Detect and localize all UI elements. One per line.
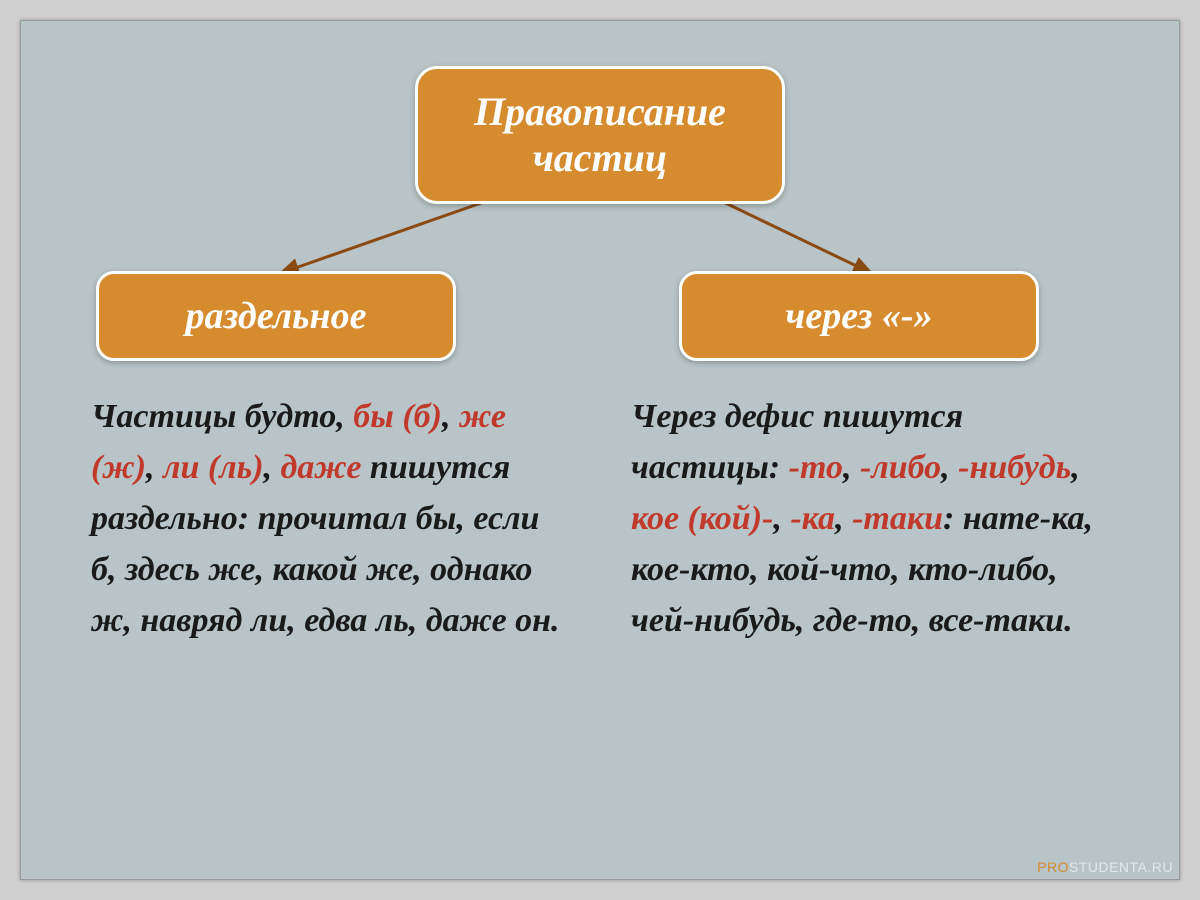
branch-left-box: раздельное xyxy=(96,271,456,361)
sep: , xyxy=(835,500,852,537)
watermark-pre: PRO xyxy=(1037,859,1069,875)
sep: , xyxy=(146,449,163,486)
right-particle-1: -то xyxy=(789,449,843,486)
right-particle-2: -либо xyxy=(860,449,941,486)
right-particle-6: -таки xyxy=(852,500,943,537)
sep: , xyxy=(264,449,281,486)
right-particle-4: кое (кой)- xyxy=(631,500,773,537)
left-particle-1: бы (б) xyxy=(353,398,442,435)
sep: , xyxy=(941,449,958,486)
branch-left-label: раздельное xyxy=(186,295,367,337)
slide-canvas: Правописание частиц раздельное через «-»… xyxy=(20,20,1180,880)
branch-right-box: через «-» xyxy=(679,271,1039,361)
right-particle-5: -ка xyxy=(790,500,835,537)
sep: , xyxy=(843,449,860,486)
watermark-post: STUDENTA.RU xyxy=(1069,859,1173,875)
sep: , xyxy=(773,500,790,537)
title-text: Правописание частиц xyxy=(474,89,726,180)
right-body-text: Через дефис пишутся частицы: -то, -либо,… xyxy=(631,391,1111,646)
left-particle-4: даже xyxy=(281,449,362,486)
sep: , xyxy=(1071,449,1080,486)
watermark: PROSTUDENTA.RU xyxy=(1037,859,1173,875)
title-box: Правописание частиц xyxy=(415,66,785,204)
left-body-text: Частицы будто, бы (б), же (ж), ли (ль), … xyxy=(91,391,571,646)
left-lead: Частицы будто, xyxy=(91,398,353,435)
left-particle-3: ли (ль) xyxy=(163,449,264,486)
sep: , xyxy=(442,398,459,435)
branch-right-label: через «-» xyxy=(785,295,932,337)
right-particle-3: -нибудь xyxy=(958,449,1071,486)
